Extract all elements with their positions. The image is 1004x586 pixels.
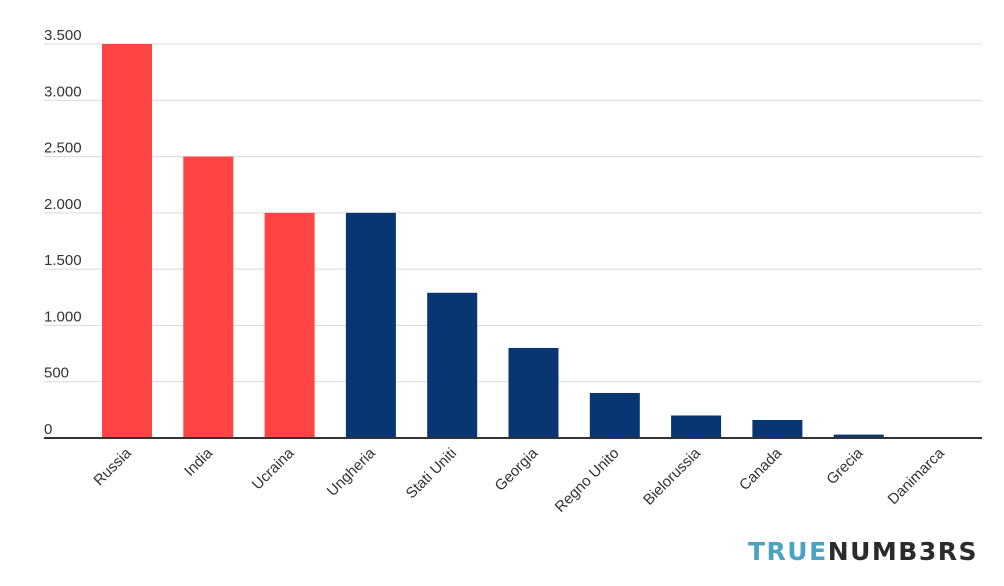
y-axis-ticks: 0 500 1.000 1.500 2.000 2.500 3.000 3.500 xyxy=(44,27,82,438)
bar-russia xyxy=(102,44,152,438)
x-tick-label: India xyxy=(181,444,216,479)
bar-ucraina xyxy=(264,212,315,438)
y-tick-label: 0 xyxy=(44,421,52,438)
bar-georgia xyxy=(508,347,559,438)
y-tick-label: 3.000 xyxy=(44,83,82,100)
y-tick-label: 500 xyxy=(44,365,69,382)
truenumbers-logo: TRUENUMB3RS xyxy=(748,537,978,566)
y-tick-label: 1.000 xyxy=(44,308,82,325)
x-axis-labels: Russia India Ucraina Ungheria Stati Uniti Geo… xyxy=(90,444,948,515)
bar-canada xyxy=(752,419,803,438)
x-tick-label: Ungheria xyxy=(324,444,380,500)
logo-part-true: TRUE xyxy=(748,537,828,566)
x-tick-label: Canada xyxy=(736,444,786,494)
bar-regno-unito xyxy=(589,392,640,438)
y-tick-label: 2.000 xyxy=(44,196,82,213)
x-tick-label: Bielorussia xyxy=(640,444,704,508)
x-tick-label: Russia xyxy=(90,444,135,489)
x-tick-label: Stati Uniti xyxy=(403,445,460,502)
x-tick-label: Ucraina xyxy=(249,444,298,493)
logo-part-numbers: NUMB3RS xyxy=(827,537,978,566)
bars xyxy=(102,44,884,439)
bar-grecia xyxy=(833,434,884,438)
bar-ungheria xyxy=(345,212,396,438)
x-tick-label: Georgia xyxy=(492,444,542,494)
x-tick-label: Regno Unito xyxy=(552,445,623,516)
bar-stati-uniti xyxy=(427,292,478,438)
bar-bielorussia xyxy=(671,415,722,438)
y-tick-label: 2.500 xyxy=(44,140,82,157)
x-tick-label: Danimarca xyxy=(885,444,949,508)
x-tick-label: Grecia xyxy=(823,444,867,488)
y-tick-label: 3.500 xyxy=(44,27,82,44)
bar-india xyxy=(183,156,234,439)
y-tick-label: 1.500 xyxy=(44,252,82,269)
